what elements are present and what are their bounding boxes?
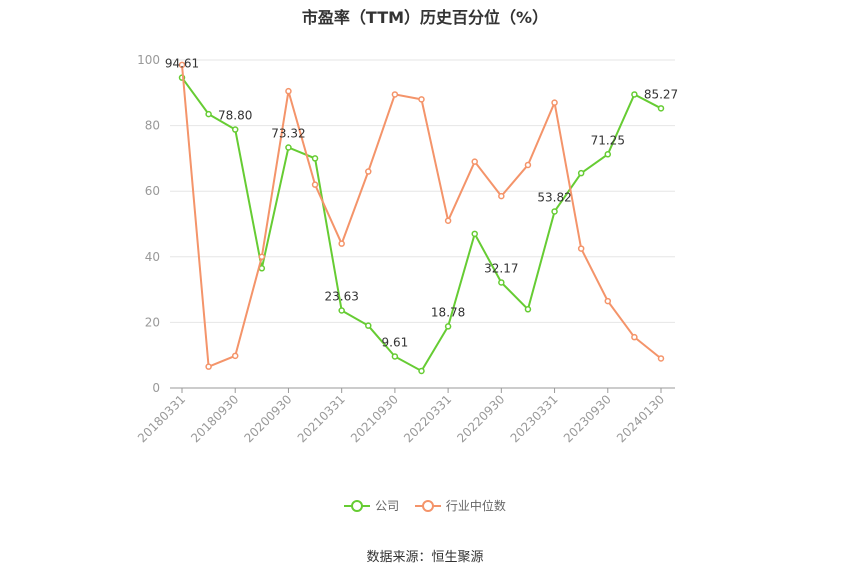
x-tick-label: 20230930 [561, 392, 614, 445]
x-tick-label: 20240130 [614, 392, 667, 445]
data-point [444, 217, 452, 224]
series-line [181, 77, 662, 373]
data-point [604, 151, 612, 158]
y-axis: 0 20 40 60 80 100 [137, 53, 160, 395]
x-axis: 20180331 20180930 20200930 20210331 20210930… [135, 387, 675, 445]
data-label: 78.80 [218, 109, 252, 123]
data-point [418, 96, 425, 103]
data-label: 32.17 [484, 261, 518, 275]
x-tick-label: 20180930 [188, 392, 241, 445]
series-lines [178, 61, 665, 375]
y-tick-label: 20 [145, 315, 160, 329]
data-label: 85.27 [644, 87, 678, 101]
data-point [338, 307, 345, 314]
legend-item-industry-median[interactable]: 行业中位数 [414, 497, 506, 514]
data-label: 71.25 [591, 133, 625, 147]
data-point [418, 367, 425, 375]
series-line [181, 64, 662, 369]
data-point [311, 155, 319, 162]
legend-label-company: 公司 [375, 499, 400, 513]
data-point [285, 87, 292, 95]
data-point [604, 297, 612, 305]
data-point [471, 158, 478, 165]
data-point [231, 126, 239, 133]
y-tick-label: 0 [152, 381, 160, 395]
legend: 公司 行业中位数 [0, 497, 850, 516]
y-tick-label: 40 [145, 250, 160, 264]
legend-swatch-industry-median [414, 499, 441, 513]
data-labels: 94.61 78.80 73.32 23.63 9.61 18.78 32.17 53.82 7… [165, 57, 678, 350]
data-point [631, 91, 638, 98]
data-point [498, 279, 505, 286]
x-tick-label: 20220930 [454, 392, 507, 445]
x-tick-label: 20220331 [401, 392, 454, 445]
data-label: 53.82 [537, 190, 571, 204]
data-label: 18.78 [431, 305, 465, 319]
data-point [258, 253, 266, 261]
data-point [391, 91, 399, 98]
data-point [577, 245, 585, 252]
data-point [178, 61, 186, 69]
x-tick-label: 20180331 [135, 392, 188, 445]
data-point [205, 110, 212, 118]
data-point [551, 208, 558, 215]
data-point [498, 192, 505, 200]
data-point [205, 363, 212, 370]
data-point [285, 144, 292, 151]
legend-label-industry-median: 行业中位数 [445, 499, 506, 513]
data-point [471, 230, 478, 238]
data-point [577, 169, 585, 177]
data-label: 23.63 [324, 289, 358, 303]
x-tick-label: 20210930 [348, 392, 401, 445]
data-point [524, 306, 532, 313]
data-point [631, 333, 638, 341]
data-point [311, 181, 319, 188]
chart-title: 市盈率（TTM）历史百分位（%） [301, 8, 549, 27]
data-point [524, 161, 532, 169]
data-source: 数据来源：恒生聚源 [366, 550, 484, 565]
x-tick-label: 20210331 [295, 392, 348, 445]
data-point [391, 353, 399, 360]
data-label: 73.32 [271, 127, 305, 141]
legend-swatch-company [344, 499, 371, 513]
y-tick-label: 100 [137, 53, 160, 67]
data-point [231, 352, 239, 360]
data-label: 94.61 [165, 57, 199, 71]
data-point [657, 105, 665, 112]
x-tick-label: 20200930 [241, 392, 294, 445]
y-tick-label: 60 [145, 184, 160, 198]
data-label: 9.61 [382, 335, 409, 349]
data-point [365, 322, 372, 329]
legend-item-company[interactable]: 公司 [344, 497, 399, 514]
x-tick-label: 20230331 [508, 392, 561, 445]
data-point [365, 168, 372, 175]
data-point [338, 240, 345, 247]
data-point [657, 355, 665, 362]
data-point [551, 99, 558, 106]
y-tick-label: 80 [145, 119, 160, 133]
data-point [444, 323, 452, 330]
gridlines [170, 59, 675, 323]
